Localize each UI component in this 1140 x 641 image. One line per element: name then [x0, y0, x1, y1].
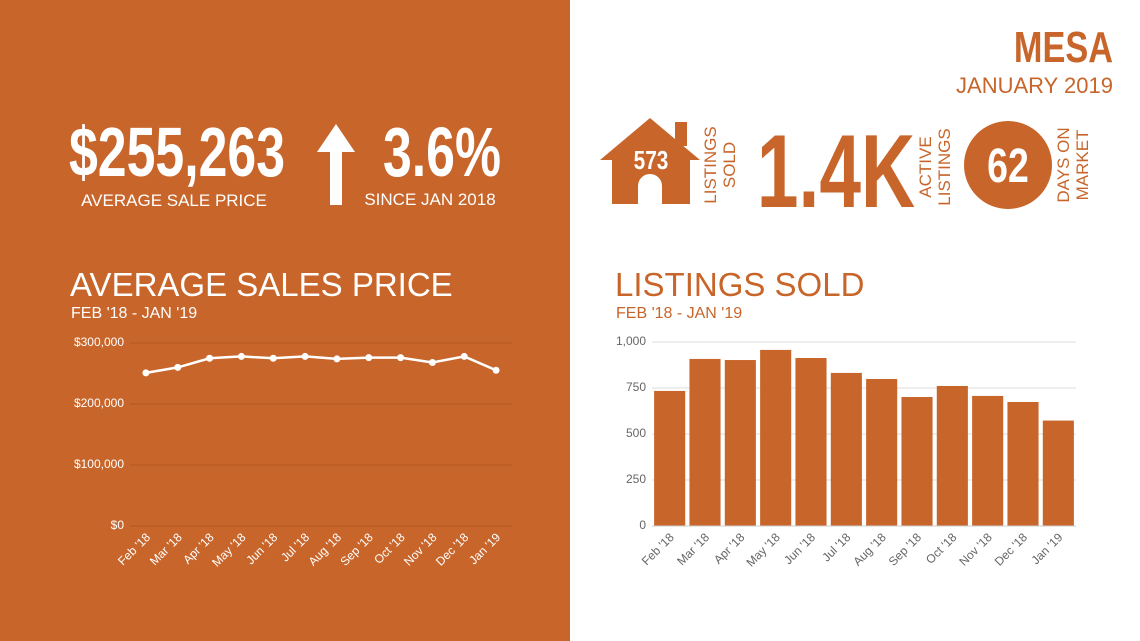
chart-subtitle: FEB '18 - JAN '19 [616, 305, 742, 322]
days-on-market-label: DAYS ON [1054, 127, 1073, 202]
days-on-market-value: 62 [987, 140, 1029, 194]
active-listings-label: LISTINGS [935, 128, 954, 205]
city: MESA [1014, 23, 1113, 72]
price-point [460, 352, 468, 360]
price-line [145, 355, 497, 375]
bar [866, 378, 898, 526]
listings-sold-label: SOLD [720, 142, 739, 188]
door [638, 174, 662, 204]
active-listings-value: 1.4K [757, 114, 915, 230]
bar [795, 358, 827, 526]
bar [901, 397, 933, 526]
y-tick-label: $100,000 [74, 457, 124, 471]
chimney [675, 122, 687, 146]
price-point [333, 355, 341, 363]
report-date: JANUARY 2019 [956, 73, 1113, 98]
y-tick-label: $0 [111, 518, 125, 532]
y-tick-label: 750 [626, 380, 646, 394]
bar [1042, 420, 1074, 526]
days-circle [964, 121, 1052, 209]
days-on-market-label: MARKET [1073, 130, 1092, 201]
bar [972, 395, 1004, 526]
chart-title: LISTINGS SOLD [615, 266, 864, 303]
price-point [397, 354, 405, 362]
bar [760, 349, 792, 526]
average-sale-price-label: AVERAGE SALE PRICE [81, 191, 267, 210]
price-point [492, 366, 500, 374]
average-sale-price: $255,263 [69, 113, 285, 191]
price-point [237, 352, 245, 360]
price-point [428, 359, 436, 367]
y-tick-label: 0 [639, 518, 646, 532]
price-point [206, 354, 214, 362]
price-point [174, 363, 182, 371]
house-icon [600, 118, 700, 204]
bar [689, 358, 721, 526]
y-tick-label: 1,000 [616, 334, 646, 348]
chart-title: AVERAGE SALES PRICE [70, 266, 453, 303]
y-tick-label: $300,000 [74, 335, 124, 349]
price-change-label: SINCE JAN 2018 [364, 190, 495, 209]
price-change: 3.6% [383, 113, 501, 191]
bar [654, 390, 686, 526]
left-panel [0, 0, 570, 641]
bar [1007, 401, 1039, 526]
chart-subtitle: FEB '18 - JAN '19 [71, 305, 197, 322]
listings-sold-value: 573 [634, 146, 669, 175]
y-tick-label: 500 [626, 426, 646, 440]
price-point [365, 354, 373, 362]
bar [936, 385, 968, 526]
bar [830, 372, 862, 526]
active-listings-label: ACTIVE [916, 136, 935, 197]
price-point [142, 369, 150, 377]
price-point [301, 352, 309, 360]
y-tick-label: 250 [626, 472, 646, 486]
y-tick-label: $200,000 [74, 396, 124, 410]
price-point [269, 354, 277, 362]
up-arrow [317, 124, 355, 205]
bar [724, 360, 756, 526]
listings-sold-label: LISTINGS [701, 126, 720, 203]
